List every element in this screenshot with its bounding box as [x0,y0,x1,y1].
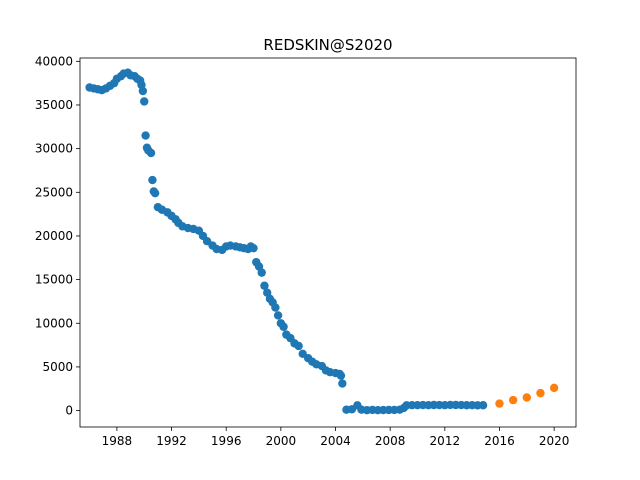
x-tick-label: 1988 [102,434,133,448]
data-point-series-2 [508,395,518,405]
data-point-series-1 [478,401,488,410]
data-point-series-1 [271,303,280,312]
x-tick-label: 2016 [484,434,515,448]
y-tick-label: 30000 [35,142,73,156]
x-tick-label: 2020 [539,434,570,448]
y-axis-ticks: 0 5000 10000 15000 20000 25000 30000 35000 40000 [35,54,80,418]
data-point-series-1 [279,322,288,331]
data-point-series-2 [536,388,545,398]
y-tick-label: 20000 [35,229,73,243]
data-point-series-1 [273,311,283,320]
data-point-series-1 [294,341,303,351]
x-tick-label: 2004 [320,434,351,448]
plot-frame [79,57,577,428]
y-tick-label: 25000 [35,185,73,199]
x-tick-label: 2008 [375,434,406,448]
plot-background [80,58,576,427]
y-tick-label: 0 [65,404,73,418]
data-points [85,68,559,415]
y-tick-label: 35000 [35,98,73,112]
data-point-series-2 [522,393,532,402]
data-point-series-1 [150,188,160,198]
data-point-series-1 [249,243,258,253]
data-point-series-1 [138,86,148,96]
x-tick-label: 2012 [430,434,461,448]
y-tick-label: 10000 [35,316,73,330]
x-tick-label: 1996 [211,434,242,448]
x-tick-label: 2000 [266,434,297,448]
x-tick-label: 1992 [156,434,187,448]
data-point-series-1 [336,371,346,380]
data-point-series-2 [549,383,559,393]
y-tick-label: 40000 [35,54,73,68]
y-tick-label: 5000 [42,360,73,374]
data-point-series-1 [140,97,149,106]
x-axis-ticks: 1988 1992 1996 2000 2004 2008 2012 2016 2020 [102,427,570,448]
data-point-series-1 [141,131,150,140]
chart-title: REDSKIN@S2020 [263,36,392,54]
data-point-series-1 [338,379,347,388]
data-point-series-1 [146,148,156,158]
data-point-series-1 [257,268,266,277]
y-tick-label: 15000 [35,273,73,287]
data-point-series-1 [148,175,157,185]
data-point-series-1 [260,281,269,290]
data-point-series-2 [495,399,504,408]
